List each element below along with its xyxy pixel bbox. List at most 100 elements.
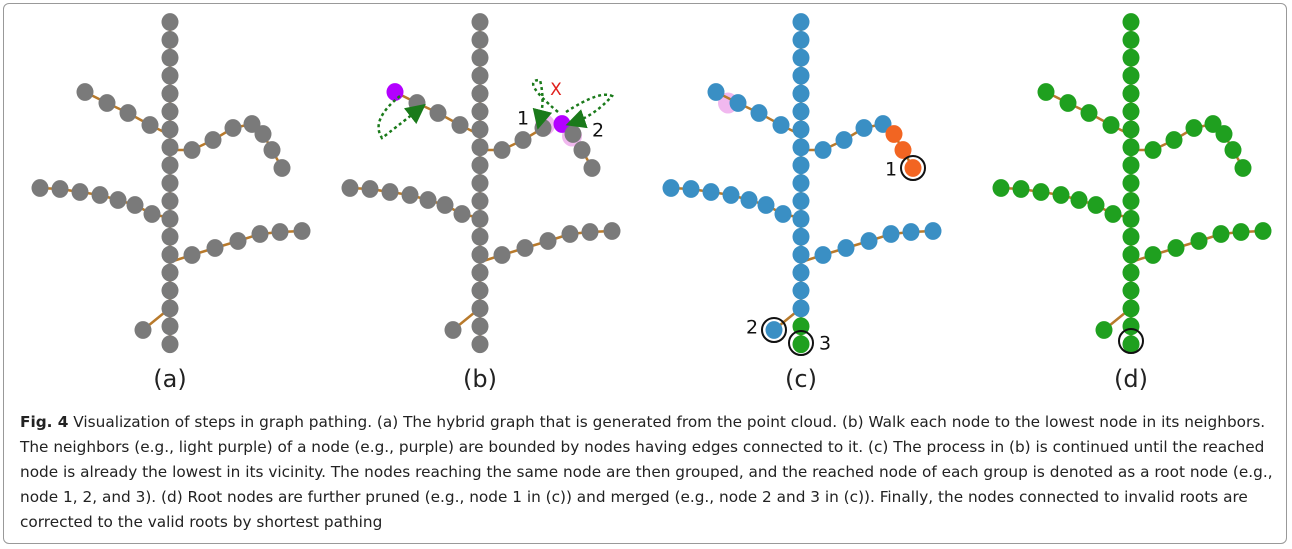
node — [453, 205, 471, 223]
node — [1144, 246, 1162, 264]
node — [386, 83, 404, 101]
node — [183, 246, 201, 264]
node — [792, 245, 810, 264]
node — [792, 102, 810, 121]
root-ring — [761, 317, 787, 343]
panel-label: (d) — [1114, 365, 1148, 393]
node — [1122, 192, 1140, 210]
node — [109, 191, 127, 209]
node — [882, 225, 900, 243]
node — [243, 115, 261, 133]
node — [471, 245, 489, 264]
node — [835, 131, 853, 149]
node — [293, 222, 311, 240]
node — [1122, 245, 1140, 264]
node — [682, 180, 700, 198]
node — [71, 183, 89, 201]
node — [471, 102, 489, 121]
node — [51, 180, 69, 198]
node — [1059, 94, 1077, 112]
node — [471, 281, 489, 300]
node — [471, 30, 489, 49]
node — [792, 13, 810, 31]
node — [1102, 116, 1120, 134]
node — [161, 299, 179, 318]
node — [1122, 84, 1140, 103]
label: X — [550, 80, 562, 100]
node — [729, 94, 747, 112]
node — [206, 239, 224, 257]
node — [662, 179, 680, 197]
node — [401, 186, 419, 204]
node — [1165, 131, 1183, 149]
node — [924, 222, 942, 240]
node — [471, 299, 489, 318]
node — [1122, 299, 1140, 318]
node — [792, 156, 810, 175]
node — [561, 225, 579, 243]
node — [740, 191, 758, 209]
node — [204, 131, 222, 149]
node — [263, 141, 281, 159]
node — [161, 102, 179, 121]
node — [341, 179, 359, 197]
node — [161, 192, 179, 210]
node — [493, 246, 511, 264]
node — [534, 119, 552, 137]
node — [161, 317, 179, 336]
node — [126, 196, 144, 214]
node — [1122, 156, 1140, 175]
node — [161, 263, 179, 282]
label: 1 — [885, 159, 897, 181]
node — [1122, 48, 1140, 67]
node — [1232, 223, 1250, 241]
node — [1224, 141, 1242, 159]
root-ring — [1118, 328, 1144, 354]
node — [161, 48, 179, 67]
node — [1095, 321, 1113, 339]
node — [493, 141, 511, 159]
caption-text: Visualization of steps in graph pathing.… — [20, 413, 1273, 531]
node — [885, 125, 903, 143]
node — [792, 84, 810, 103]
node — [1037, 83, 1055, 101]
node — [161, 227, 179, 246]
node — [471, 209, 489, 228]
node — [273, 159, 291, 177]
node — [792, 227, 810, 246]
node — [471, 263, 489, 282]
node — [792, 174, 810, 193]
node — [381, 183, 399, 201]
label: 2 — [592, 120, 604, 142]
node — [1215, 125, 1233, 143]
node — [855, 119, 873, 137]
node — [722, 186, 740, 204]
label: 1 — [517, 108, 529, 130]
node — [1190, 232, 1208, 250]
node — [1122, 66, 1140, 85]
node — [860, 232, 878, 250]
node — [1122, 138, 1140, 157]
node — [1204, 115, 1222, 133]
node — [161, 13, 179, 31]
node — [134, 321, 152, 339]
node — [161, 174, 179, 193]
node — [471, 84, 489, 103]
node — [471, 174, 489, 193]
node — [1122, 120, 1140, 139]
node — [224, 119, 242, 137]
node — [271, 223, 289, 241]
node — [792, 120, 810, 139]
node — [471, 138, 489, 157]
node — [583, 159, 601, 177]
node — [1122, 174, 1140, 193]
node — [792, 335, 810, 354]
node — [1144, 141, 1162, 159]
node — [837, 239, 855, 257]
node — [765, 321, 783, 339]
panel-label: (c) — [785, 365, 817, 393]
node — [419, 191, 437, 209]
node — [792, 30, 810, 49]
node — [1254, 222, 1272, 240]
